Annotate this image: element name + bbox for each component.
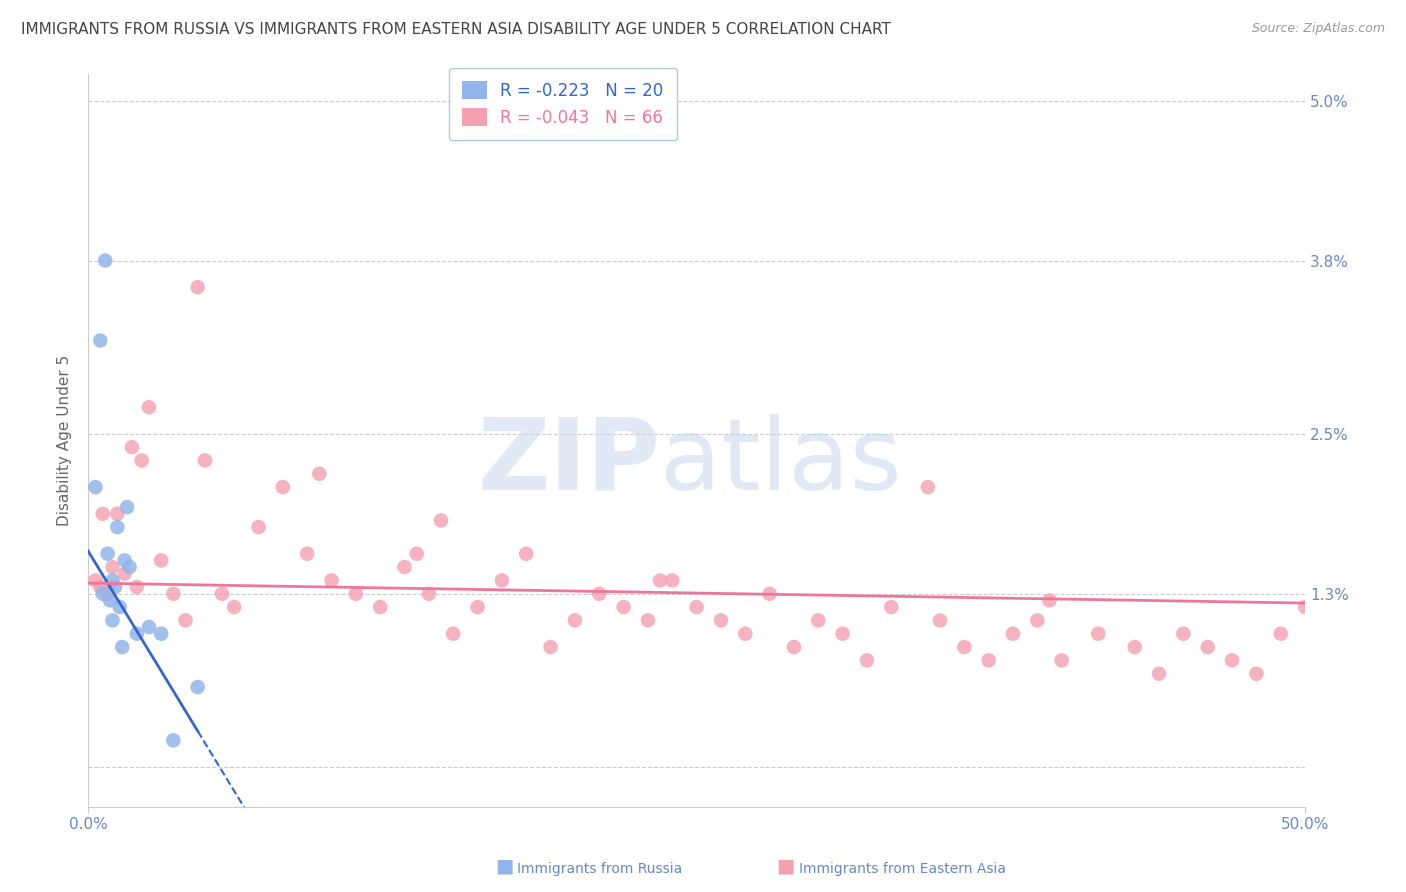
Point xyxy=(89,580,111,594)
Point xyxy=(295,547,318,561)
Point xyxy=(710,614,733,628)
Point xyxy=(187,280,209,294)
Point xyxy=(880,600,903,615)
Point xyxy=(917,480,939,494)
Point xyxy=(467,600,489,615)
Point xyxy=(101,614,124,628)
Point xyxy=(515,547,537,561)
Point xyxy=(138,400,160,414)
Point xyxy=(405,547,427,561)
Point xyxy=(1173,626,1195,640)
Point xyxy=(368,600,391,615)
Point xyxy=(637,614,659,628)
Point xyxy=(105,520,128,534)
Point xyxy=(150,626,173,640)
Point xyxy=(1001,626,1024,640)
Point xyxy=(418,587,440,601)
Legend: R = -0.223   N = 20, R = -0.043   N = 66: R = -0.223 N = 20, R = -0.043 N = 66 xyxy=(449,68,676,140)
Point xyxy=(441,626,464,640)
Point xyxy=(108,600,131,615)
Point xyxy=(1087,626,1109,640)
Point xyxy=(84,480,107,494)
Point xyxy=(685,600,707,615)
Point xyxy=(125,580,148,594)
Point xyxy=(224,600,246,615)
Point xyxy=(150,553,173,567)
Point xyxy=(114,566,136,581)
Point xyxy=(247,520,270,534)
Text: ■: ■ xyxy=(776,857,794,876)
Point xyxy=(648,574,671,588)
Point xyxy=(491,574,513,588)
Point xyxy=(430,513,453,527)
Point xyxy=(783,640,806,654)
Point xyxy=(97,547,120,561)
Point xyxy=(187,680,209,694)
Text: Source: ZipAtlas.com: Source: ZipAtlas.com xyxy=(1251,22,1385,36)
Point xyxy=(613,600,636,615)
Point xyxy=(1038,593,1060,607)
Point xyxy=(101,574,124,588)
Point xyxy=(121,440,143,454)
Point xyxy=(344,587,367,601)
Point xyxy=(84,574,107,588)
Point xyxy=(1026,614,1049,628)
Point xyxy=(564,614,586,628)
Point xyxy=(97,587,120,601)
Text: IMMIGRANTS FROM RUSSIA VS IMMIGRANTS FROM EASTERN ASIA DISABILITY AGE UNDER 5 CO: IMMIGRANTS FROM RUSSIA VS IMMIGRANTS FRO… xyxy=(21,22,891,37)
Point xyxy=(98,593,121,607)
Point xyxy=(588,587,610,601)
Point xyxy=(661,574,683,588)
Point xyxy=(114,553,136,567)
Point xyxy=(977,653,1000,667)
Point xyxy=(91,587,114,601)
Point xyxy=(91,507,114,521)
Point xyxy=(131,453,153,467)
Text: ■: ■ xyxy=(495,857,513,876)
Point xyxy=(211,587,233,601)
Point xyxy=(162,733,184,747)
Point xyxy=(394,560,416,574)
Point xyxy=(321,574,343,588)
Point xyxy=(104,580,127,594)
Point xyxy=(1197,640,1219,654)
Point xyxy=(1050,653,1073,667)
Point xyxy=(105,507,128,521)
Point xyxy=(953,640,976,654)
Text: atlas: atlas xyxy=(659,414,901,511)
Point xyxy=(1270,626,1292,640)
Point xyxy=(856,653,879,667)
Point xyxy=(101,560,124,574)
Point xyxy=(138,620,160,634)
Point xyxy=(540,640,562,654)
Point xyxy=(308,467,330,481)
Point xyxy=(271,480,294,494)
Text: Immigrants from Russia: Immigrants from Russia xyxy=(517,862,683,876)
Point xyxy=(174,614,197,628)
Point xyxy=(734,626,756,640)
Point xyxy=(1220,653,1243,667)
Point xyxy=(1294,600,1316,615)
Point xyxy=(807,614,830,628)
Point xyxy=(831,626,853,640)
Point xyxy=(111,640,134,654)
Point xyxy=(929,614,952,628)
Point xyxy=(162,587,184,601)
Point xyxy=(1147,666,1170,681)
Point xyxy=(118,560,141,574)
Point xyxy=(94,253,117,268)
Point xyxy=(1123,640,1146,654)
Text: ZIP: ZIP xyxy=(477,414,659,511)
Y-axis label: Disability Age Under 5: Disability Age Under 5 xyxy=(58,355,72,526)
Point xyxy=(1246,666,1268,681)
Point xyxy=(758,587,780,601)
Point xyxy=(89,334,111,348)
Point xyxy=(125,626,148,640)
Point xyxy=(194,453,217,467)
Text: Immigrants from Eastern Asia: Immigrants from Eastern Asia xyxy=(799,862,1005,876)
Point xyxy=(115,500,138,514)
